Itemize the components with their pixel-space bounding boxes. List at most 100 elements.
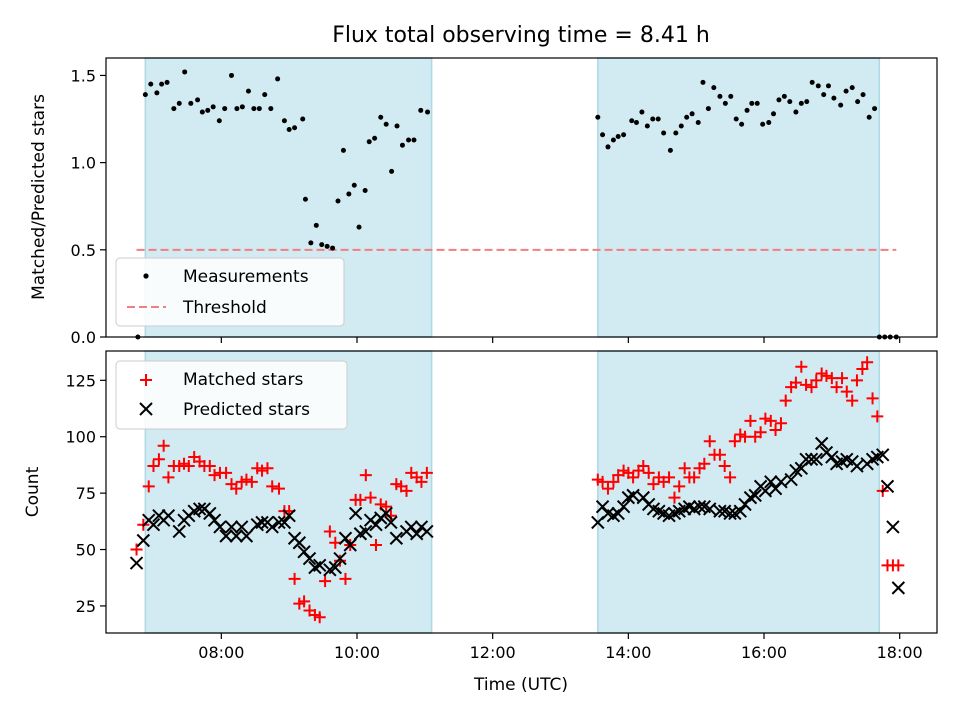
measurement-point: [771, 111, 777, 117]
predicted-star-point: [409, 527, 424, 541]
top-y-axis-label: Matched/Predicted stars: [29, 94, 49, 300]
measurement-point: [744, 107, 750, 113]
matched-star-point: [147, 460, 160, 473]
matched-star-point: [647, 478, 660, 491]
matched-star-point: [256, 464, 269, 477]
matched-star-point: [359, 469, 372, 482]
predicted-star-point: [213, 520, 227, 534]
matched-star-point: [774, 417, 787, 430]
predicted-star-point: [758, 484, 773, 498]
measurement-point: [621, 132, 627, 138]
y-tick-label: 50: [76, 541, 96, 560]
predicted-star-point: [239, 529, 254, 543]
predicted-star-point: [203, 506, 217, 521]
legend-predicted-label: Predicted stars: [183, 400, 310, 420]
predicted-star-point: [328, 560, 342, 575]
measurement-point: [678, 123, 684, 129]
matched-star-point: [673, 480, 686, 493]
measurement-point: [689, 111, 695, 117]
y-tick-label: 0.5: [71, 241, 96, 260]
matched-star-point: [627, 471, 640, 484]
measurement-point: [222, 106, 228, 112]
matched-star-point: [157, 439, 170, 452]
measurement-point: [205, 107, 211, 113]
bottom-x-ticks: 08:00 10:00 12:00 14:00 16:00 18:00: [198, 633, 923, 662]
measurement-point: [319, 242, 325, 248]
measurement-point: [825, 83, 831, 89]
legend-predicted-marker: [139, 402, 153, 416]
measurement-point: [728, 93, 734, 99]
y-tick-label: 75: [76, 484, 96, 503]
measurement-points: [135, 69, 899, 340]
matched-star-point: [703, 435, 716, 448]
matched-star-point: [759, 412, 772, 425]
matched-star-point: [861, 356, 874, 369]
measurement-point: [615, 133, 621, 139]
x-tick-label: 16:00: [741, 643, 787, 662]
predicted-star-point: [891, 581, 906, 595]
measurement-point: [308, 240, 314, 246]
matched-star-point: [364, 491, 377, 504]
predicted-star-point: [616, 499, 631, 514]
predicted-star-point: [277, 515, 292, 530]
measurement-point: [188, 100, 194, 106]
predicted-star-point: [748, 488, 762, 503]
matched-star-point: [334, 554, 347, 567]
predicted-star-point: [814, 436, 829, 451]
measurement-point: [749, 100, 755, 106]
predicted-star-point: [219, 529, 233, 543]
measurement-point: [251, 106, 257, 112]
predicted-star-point: [282, 508, 296, 523]
matched-star-point: [596, 475, 609, 488]
matched-star-point: [420, 466, 433, 479]
bottom-legend-box: [115, 360, 348, 430]
matched-star-point: [678, 462, 691, 475]
matched-star-point: [728, 435, 741, 448]
predicted-star-point: [876, 448, 890, 462]
matched-star-point: [637, 460, 650, 473]
y-tick-label: 25: [76, 597, 96, 616]
y-tick-label: 1.5: [71, 66, 96, 85]
measurement-point: [159, 81, 165, 87]
top-x-ticks: [220, 337, 901, 343]
matched-star-point: [830, 381, 843, 394]
matched-star-point: [825, 372, 838, 385]
measurement-point: [776, 97, 782, 103]
measurement-point: [378, 114, 384, 120]
matched-star-point: [846, 394, 859, 407]
measurement-point: [787, 99, 793, 105]
predicted-star-point: [146, 518, 161, 532]
measurement-point: [245, 88, 251, 94]
matched-star-point: [668, 491, 681, 504]
predicted-star-point: [255, 515, 269, 530]
predicted-star-point: [804, 452, 819, 466]
x-tick-label: 18:00: [877, 643, 923, 662]
predicted-star-point: [172, 524, 186, 539]
measurement-point: [300, 116, 306, 122]
matched-star-point: [323, 525, 336, 538]
matched-star-point: [836, 372, 849, 385]
predicted-star-point: [886, 520, 900, 534]
measurement-point: [705, 106, 711, 112]
top-y-ticks: 0.0 0.5 1.0 1.5: [71, 66, 106, 347]
measurement-point: [216, 118, 222, 124]
measurement-point: [362, 188, 368, 194]
matched-star-point: [245, 475, 258, 488]
predicted-star-point: [825, 450, 839, 464]
measurement-point: [340, 147, 346, 153]
measurement-point: [286, 126, 292, 132]
measurement-point: [234, 106, 240, 112]
measurement-point: [821, 92, 827, 98]
measurement-point: [399, 142, 405, 148]
measurement-point: [639, 109, 645, 115]
measurement-point: [324, 243, 330, 249]
measurement-point: [142, 92, 148, 98]
measurement-point: [717, 93, 723, 99]
predicted-star-point: [703, 502, 717, 516]
measurement-point: [722, 100, 728, 106]
measurement-point: [406, 137, 412, 143]
matched-star-point: [795, 360, 808, 373]
matched-star-point: [789, 376, 802, 389]
matched-star-point: [266, 480, 279, 493]
